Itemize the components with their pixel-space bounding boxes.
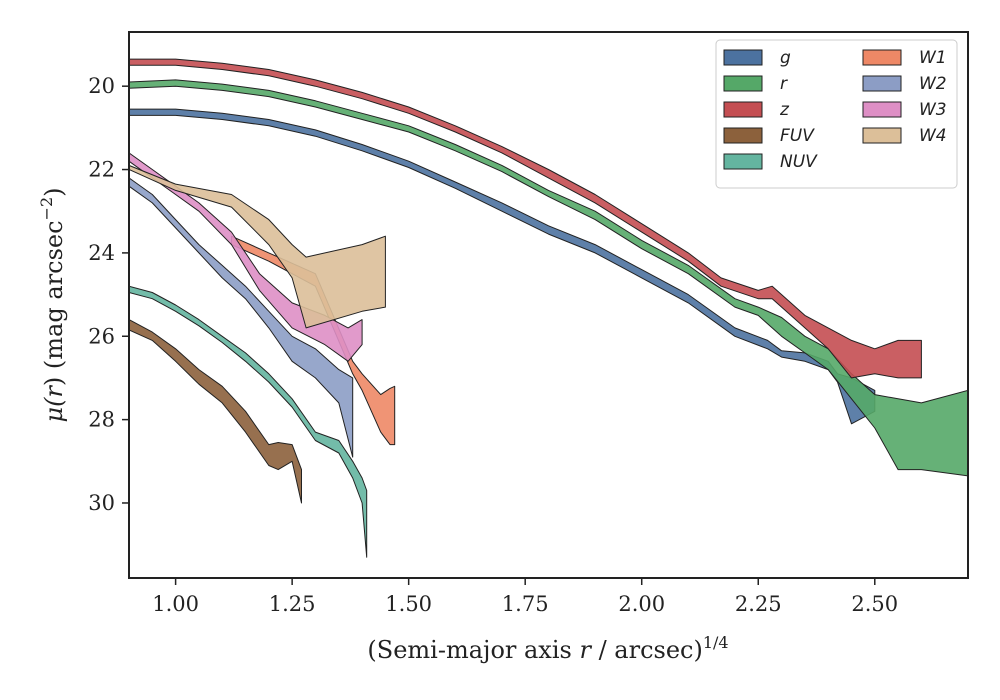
x-tick-label: 1.25 (269, 592, 316, 616)
legend-swatch-w2 (862, 75, 902, 92)
x-tick-label: 2.50 (851, 592, 898, 616)
legend: grz FUV NUV W1 W2 W3 W4 (715, 39, 958, 189)
legend-label-g: g (780, 48, 791, 68)
ticks-layer: 1.00 1.25 1.50 1.75 2.00 2.25 2.50 20 22 24 26 28 30 (88, 74, 898, 616)
band-w2 (129, 177, 354, 458)
legend-label-w1: W1 (919, 48, 947, 68)
legend-swatch-z (723, 101, 763, 118)
legend-swatch-r (723, 75, 763, 92)
y-tick-label: 24 (88, 241, 115, 265)
plot-frame (128, 31, 969, 579)
y-tick-label: 28 (88, 408, 115, 432)
y-tick-label: 20 (88, 74, 115, 98)
legend-label-w3: W3 (919, 100, 947, 120)
legend-swatch-g (723, 49, 763, 66)
x-tick-label: 2.25 (735, 592, 782, 616)
legend-swatch-w3 (862, 101, 902, 118)
x-tick-label: 1.75 (502, 592, 549, 616)
band-nuv (129, 285, 368, 558)
y-tick-label: 22 (88, 158, 115, 182)
legend-label-w4: W4 (919, 126, 947, 146)
legend-swatch-nuv (723, 153, 763, 170)
legend-label-z: z (779, 100, 790, 120)
x-tick-label: 1.00 (152, 592, 199, 616)
legend-swatch-w1 (862, 49, 902, 66)
y-tick-label: 30 (88, 491, 115, 515)
legend-label-fuv: FUV (780, 126, 815, 146)
x-tick-label: 1.50 (385, 592, 432, 616)
y-axis-label: μ(r) (mag arcsec−2) (37, 187, 68, 422)
x-axis-label: (Semi-major axis r / arcsec)1/4 (367, 633, 728, 664)
band-fuv (129, 319, 302, 504)
band-z (129, 58, 922, 379)
legend-swatch-w4 (862, 127, 902, 144)
x-tick-label: 2.00 (618, 592, 665, 616)
series-layer (129, 58, 968, 558)
legend-label-w2: W2 (919, 74, 947, 94)
band-w4 (129, 164, 386, 329)
legend-label-nuv: NUV (780, 152, 818, 172)
legend-label-r: r (780, 74, 788, 94)
band-r (129, 79, 968, 477)
y-tick-label: 26 (88, 324, 115, 348)
legend-swatch-fuv (723, 127, 763, 144)
